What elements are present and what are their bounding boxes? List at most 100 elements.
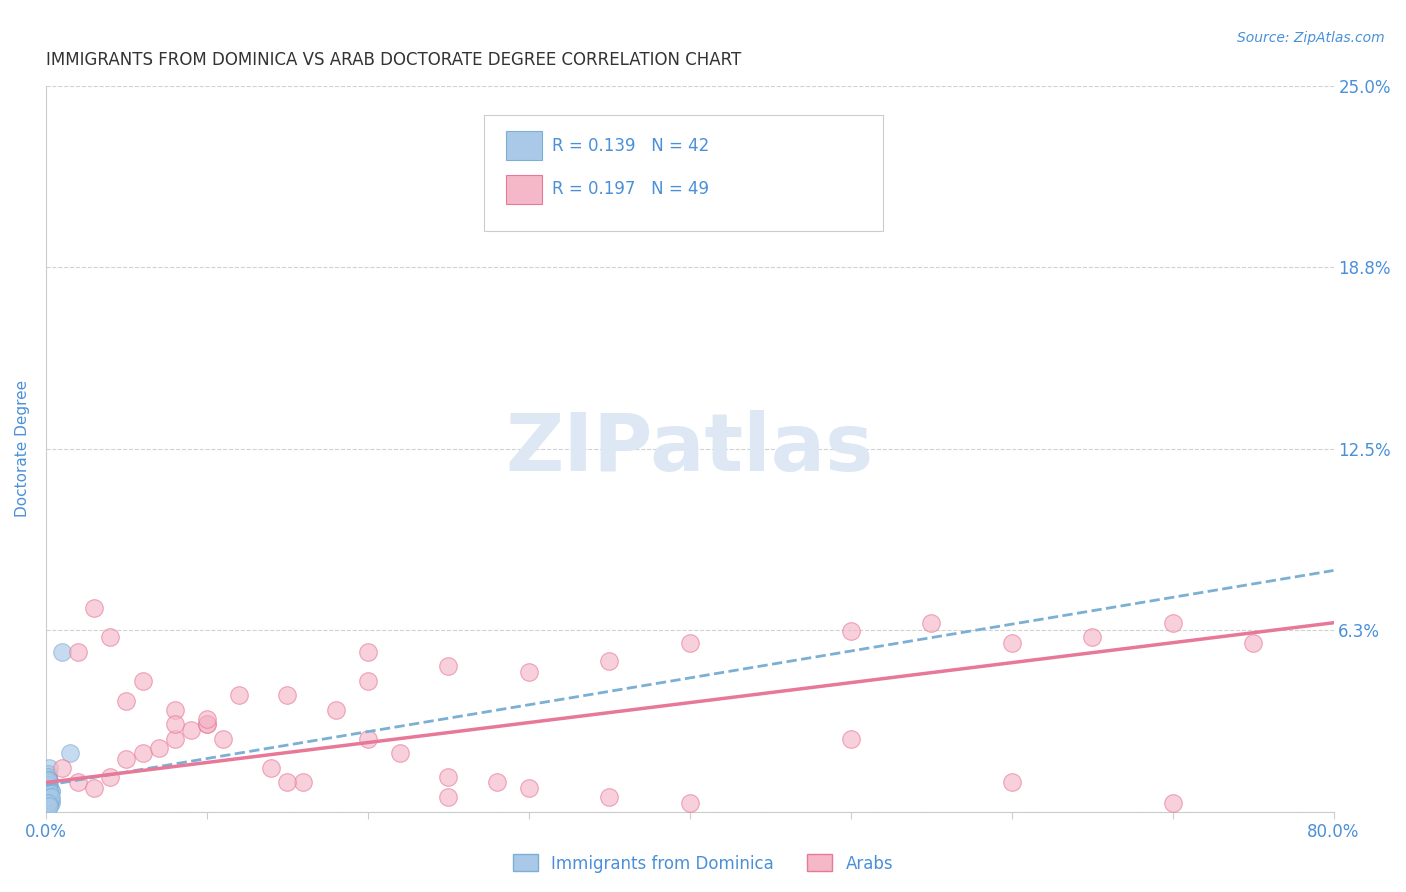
Point [195, 717, 218, 731]
Point [98, 770, 121, 784]
Text: R = 0.139   N = 42: R = 0.139 N = 42 [553, 136, 709, 155]
Point [38, 781, 60, 796]
Point [839, 731, 862, 746]
Point [37, 770, 59, 784]
Point [517, 665, 540, 680]
Point [37, 784, 59, 798]
Point [228, 689, 250, 703]
Point [51, 645, 73, 659]
Point [276, 689, 298, 703]
Point [1001, 775, 1024, 789]
Point [37, 781, 59, 796]
Point [38, 798, 60, 813]
Point [67, 775, 90, 789]
Point [357, 731, 380, 746]
Text: Source: ZipAtlas.com: Source: ZipAtlas.com [1237, 31, 1385, 45]
FancyBboxPatch shape [506, 131, 541, 161]
Text: IMMIGRANTS FROM DOMINICA VS ARAB DOCTORATE DEGREE CORRELATION CHART: IMMIGRANTS FROM DOMINICA VS ARAB DOCTORA… [46, 51, 741, 69]
Point [357, 645, 380, 659]
Y-axis label: Doctorate Degree: Doctorate Degree [15, 380, 30, 517]
Point [163, 703, 186, 717]
Point [485, 775, 508, 789]
Point [67, 645, 90, 659]
Point [37, 775, 59, 789]
Point [98, 630, 121, 644]
Point [1161, 615, 1184, 630]
Point [1161, 796, 1184, 810]
Point [37, 796, 59, 810]
Point [148, 740, 170, 755]
FancyBboxPatch shape [506, 175, 541, 204]
Point [37, 775, 59, 789]
Legend: Immigrants from Dominica, Arabs: Immigrants from Dominica, Arabs [506, 847, 900, 880]
Point [38, 793, 60, 807]
Point [59, 747, 82, 761]
Point [38, 793, 60, 807]
Point [195, 712, 218, 726]
Point [39, 784, 62, 798]
Point [389, 747, 412, 761]
Point [839, 624, 862, 639]
Point [37, 770, 59, 784]
Point [920, 615, 942, 630]
Point [38, 789, 60, 804]
Point [195, 717, 218, 731]
Point [37, 772, 59, 787]
Point [1001, 636, 1024, 650]
Point [83, 781, 105, 796]
Point [598, 653, 620, 667]
FancyBboxPatch shape [484, 114, 883, 231]
Point [38, 789, 60, 804]
Point [39, 789, 62, 804]
Point [37, 766, 59, 780]
Point [437, 789, 460, 804]
Point [37, 796, 59, 810]
Point [276, 775, 298, 789]
Point [37, 772, 59, 787]
Point [115, 694, 138, 708]
Point [163, 731, 186, 746]
Point [260, 761, 283, 775]
Point [38, 787, 60, 801]
Point [115, 752, 138, 766]
Point [37, 781, 59, 796]
Point [679, 796, 702, 810]
Point [83, 601, 105, 615]
Point [39, 793, 62, 807]
Point [38, 798, 60, 813]
Point [39, 784, 62, 798]
Point [38, 761, 60, 775]
Point [39, 796, 62, 810]
Point [131, 673, 153, 688]
Point [212, 731, 235, 746]
Point [1241, 636, 1264, 650]
Point [38, 778, 60, 792]
Point [37, 778, 59, 792]
Point [437, 659, 460, 673]
Point [357, 673, 380, 688]
Point [51, 761, 73, 775]
Point [38, 789, 60, 804]
Text: R = 0.197   N = 49: R = 0.197 N = 49 [553, 180, 709, 198]
Point [37, 793, 59, 807]
Point [37, 778, 59, 792]
Point [37, 781, 59, 796]
Point [163, 717, 186, 731]
Point [437, 770, 460, 784]
Point [38, 796, 60, 810]
Text: ZIPatlas: ZIPatlas [506, 409, 875, 488]
Point [37, 787, 59, 801]
Point [131, 747, 153, 761]
Point [38, 772, 60, 787]
Point [292, 775, 315, 789]
Point [1081, 630, 1104, 644]
Point [38, 787, 60, 801]
Point [37, 778, 59, 792]
Point [37, 772, 59, 787]
Point [37, 775, 59, 789]
Point [180, 723, 202, 738]
Point [38, 784, 60, 798]
Point [679, 636, 702, 650]
Point [517, 781, 540, 796]
Point [325, 703, 347, 717]
